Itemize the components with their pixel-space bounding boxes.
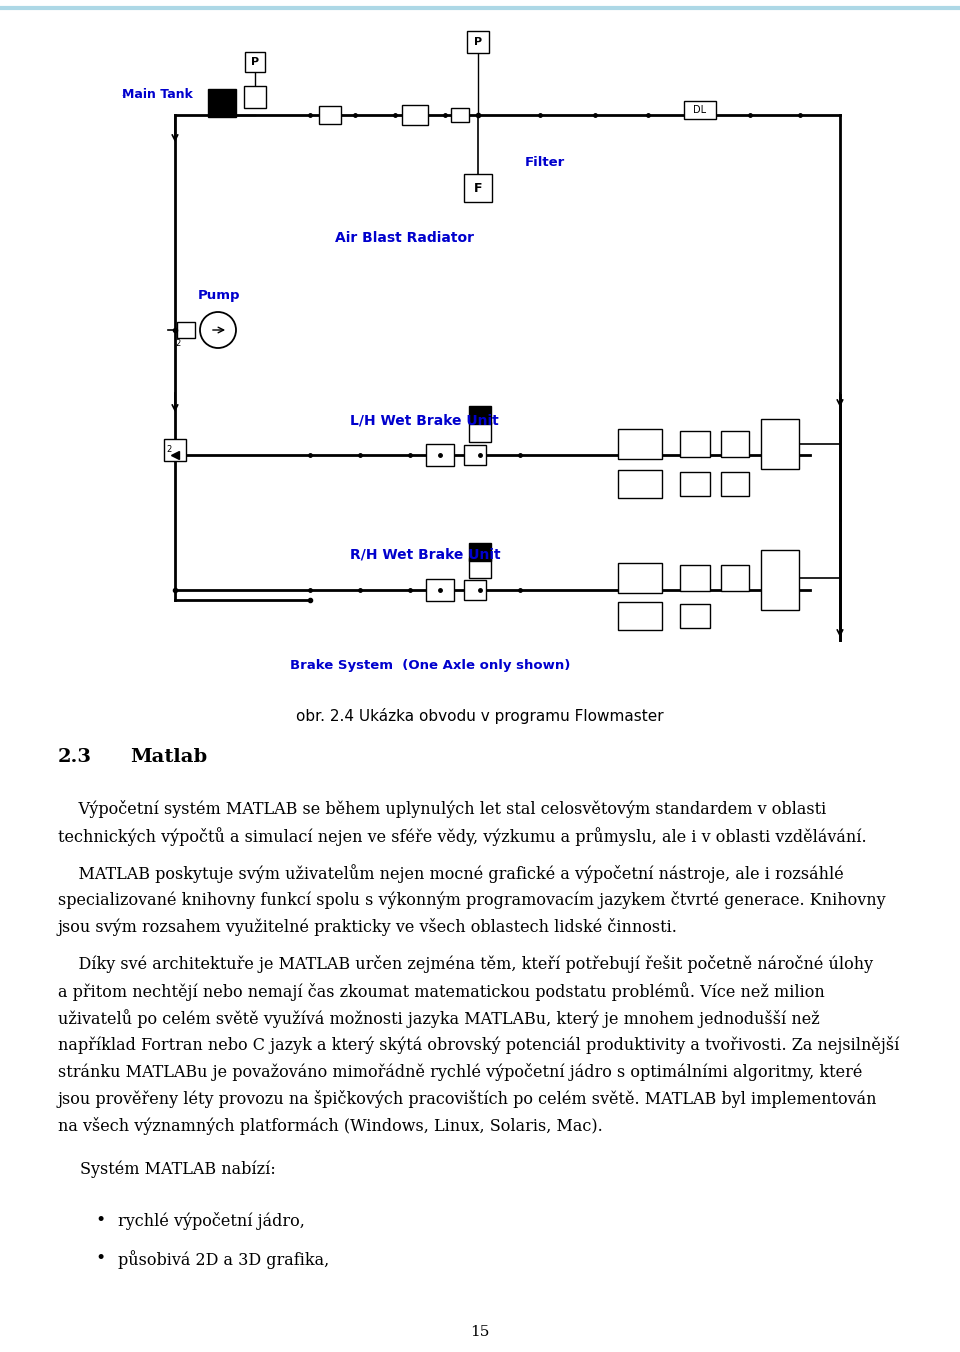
Text: stránku MATLABu je považováno mimořádně rychlé výpočetní jádro s optimálními alg: stránku MATLABu je považováno mimořádně … xyxy=(58,1063,862,1082)
Text: 2: 2 xyxy=(176,338,180,347)
Bar xyxy=(164,439,186,461)
Bar xyxy=(618,470,662,498)
Bar xyxy=(618,602,662,630)
Bar xyxy=(618,562,662,594)
Bar xyxy=(319,105,341,124)
Text: 2.3: 2.3 xyxy=(58,748,92,767)
Bar xyxy=(680,604,710,627)
Bar xyxy=(469,558,491,579)
Bar xyxy=(469,406,491,425)
Bar xyxy=(402,105,428,124)
Text: například Fortran nebo C jazyk a který skýtá obrovský potenciál produktivity a t: například Fortran nebo C jazyk a který s… xyxy=(58,1036,900,1055)
Bar xyxy=(469,544,491,561)
Bar xyxy=(177,322,195,338)
Bar xyxy=(464,580,486,600)
Text: na všech významných platformách (Windows, Linux, Solaris, Mac).: na všech významných platformách (Windows… xyxy=(58,1117,603,1134)
Bar xyxy=(680,431,710,457)
Text: •: • xyxy=(95,1211,106,1229)
Text: rychlé výpočetní jádro,: rychlé výpočetní jádro, xyxy=(118,1211,305,1230)
Text: F: F xyxy=(473,181,482,195)
Text: Filter: Filter xyxy=(525,157,565,169)
Text: specializované knihovny funkcí spolu s výkonným programovacím jazykem čtvrté gen: specializované knihovny funkcí spolu s v… xyxy=(58,891,886,909)
Text: jsou prověřeny léty provozu na špičkových pracovištích po celém světě. MATLAB by: jsou prověřeny léty provozu na špičkovýc… xyxy=(58,1090,877,1109)
Bar xyxy=(680,472,710,496)
Text: Main Tank: Main Tank xyxy=(122,88,193,101)
Bar xyxy=(426,443,454,466)
Bar xyxy=(721,431,749,457)
Text: Pump: Pump xyxy=(198,289,241,303)
Text: Systém MATLAB nabízí:: Systém MATLAB nabízí: xyxy=(80,1160,276,1178)
Text: uživatelů po celém světě využívá možnosti jazyka MATLABu, který je mnohem jednod: uživatelů po celém světě využívá možnost… xyxy=(58,1009,820,1028)
Text: MATLAB poskytuje svým uživatelům nejen mocné grafické a výpočetní nástroje, ale : MATLAB poskytuje svým uživatelům nejen m… xyxy=(58,864,844,883)
Bar xyxy=(721,565,749,591)
Bar xyxy=(684,101,716,119)
Text: P: P xyxy=(474,37,482,47)
Text: L/H Wet Brake Unit: L/H Wet Brake Unit xyxy=(350,412,499,427)
Circle shape xyxy=(200,312,236,347)
Bar xyxy=(680,565,710,591)
Bar xyxy=(426,579,454,602)
Text: •: • xyxy=(95,1251,106,1267)
Text: a přitom nechtějí nebo nemají čas zkoumat matematickou podstatu problémů. Více n: a přitom nechtějí nebo nemají čas zkouma… xyxy=(58,982,825,1000)
Bar xyxy=(467,31,489,53)
Text: Výpočetní systém MATLAB se během uplynulých let stal celosvětovým standardem v o: Výpočetní systém MATLAB se během uplynul… xyxy=(58,800,827,818)
Text: 15: 15 xyxy=(470,1325,490,1338)
Text: Brake System  (One Axle only shown): Brake System (One Axle only shown) xyxy=(290,658,570,672)
Text: Air Blast Radiator: Air Blast Radiator xyxy=(335,231,474,245)
Bar xyxy=(469,422,491,442)
Text: P: P xyxy=(251,57,259,68)
Bar xyxy=(451,108,469,122)
Bar xyxy=(761,419,799,469)
Bar xyxy=(244,87,266,108)
Bar xyxy=(464,445,486,465)
Bar xyxy=(721,472,749,496)
Text: působivá 2D a 3D grafika,: působivá 2D a 3D grafika, xyxy=(118,1251,329,1270)
Text: Matlab: Matlab xyxy=(130,748,207,767)
Text: obr. 2.4 Ukázka obvodu v programu Flowmaster: obr. 2.4 Ukázka obvodu v programu Flowma… xyxy=(297,708,663,725)
Text: Díky své architektuře je MATLAB určen zejména těm, kteří potřebují řešit početně: Díky své architektuře je MATLAB určen ze… xyxy=(58,955,874,973)
Bar xyxy=(618,429,662,458)
Bar xyxy=(245,51,265,72)
Bar xyxy=(761,550,799,610)
Text: DL: DL xyxy=(693,105,707,115)
Text: R/H Wet Brake Unit: R/H Wet Brake Unit xyxy=(350,548,500,562)
Bar xyxy=(464,174,492,201)
Text: jsou svým rozsahem využitelné prakticky ve všech oblastech lidské činnosti.: jsou svým rozsahem využitelné prakticky … xyxy=(58,918,678,936)
Bar xyxy=(208,89,236,118)
Text: technických výpočtů a simulací nejen ve sféře vědy, výzkumu a průmyslu, ale i v : technických výpočtů a simulací nejen ve … xyxy=(58,827,867,846)
Text: 2: 2 xyxy=(166,446,172,454)
